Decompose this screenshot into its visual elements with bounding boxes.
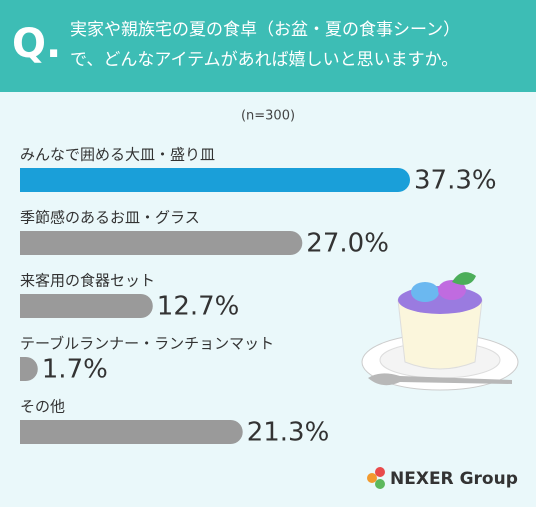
bar xyxy=(20,231,303,255)
category-label: テーブルランナー・ランチョンマット xyxy=(20,335,274,353)
value-label: 12.7% xyxy=(157,292,240,322)
title-line: 実家や親族宅の夏の食卓（お盆・夏の食事シーン） xyxy=(70,20,460,40)
dessert-illustration xyxy=(361,272,519,391)
value-label: 21.3% xyxy=(247,418,330,448)
bar xyxy=(20,357,38,381)
title-line: で、どんなアイテムがあれば嬉しいと思いますか。 xyxy=(70,50,458,70)
value-label: 27.0% xyxy=(306,229,389,259)
question-label: Q. xyxy=(12,21,61,67)
logo: NEXER Group xyxy=(367,467,518,489)
category-label: 来客用の食器セット xyxy=(20,272,155,290)
subtitle: (n=300) xyxy=(241,109,295,124)
category-label: その他 xyxy=(20,398,65,416)
category-label: 季節感のあるお皿・グラス xyxy=(20,209,200,227)
header-band xyxy=(0,0,536,92)
value-label: 37.3% xyxy=(414,166,497,196)
bar xyxy=(20,294,153,318)
category-label: みんなで囲める大皿・盛り皿 xyxy=(20,146,215,164)
value-label: 1.7% xyxy=(42,355,108,385)
brand: NEXER Group xyxy=(390,469,518,489)
bar xyxy=(20,168,410,192)
bar xyxy=(20,420,243,444)
